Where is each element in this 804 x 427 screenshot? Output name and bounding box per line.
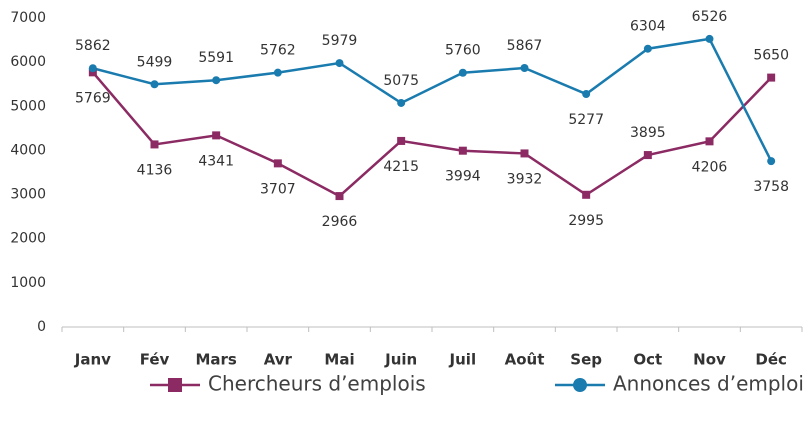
marker: [150, 140, 159, 149]
marker: [397, 98, 406, 107]
data-label: 4215: [383, 159, 419, 175]
data-label: 5760: [445, 43, 481, 59]
marker: [335, 59, 344, 68]
data-label: 4206: [692, 159, 728, 175]
marker: [458, 146, 467, 155]
marker: [397, 136, 406, 145]
data-label: 3758: [753, 179, 789, 195]
x-tick-label: Juin: [384, 351, 417, 369]
x-tick-label: Mai: [324, 351, 354, 369]
y-tick-label: 4000: [10, 142, 46, 158]
data-label: 5867: [507, 38, 543, 54]
marker: [150, 80, 159, 89]
x-tick-label: Fév: [140, 351, 170, 369]
x-tick-label: Déc: [755, 351, 787, 369]
data-label: 3994: [445, 169, 481, 185]
x-tick-label: Août: [505, 351, 545, 369]
marker: [273, 159, 282, 168]
marker: [212, 76, 221, 85]
data-label: 3895: [630, 125, 666, 141]
marker: [520, 64, 529, 73]
marker: [335, 192, 344, 201]
data-label: 5862: [75, 38, 111, 54]
marker: [88, 68, 97, 77]
marker: [458, 68, 467, 77]
data-label: 4341: [198, 153, 234, 169]
legend-label: Annonces d’emploi: [613, 372, 804, 396]
x-tick-label: Oct: [633, 351, 662, 369]
data-label: 3707: [260, 181, 296, 197]
data-label: 3932: [507, 171, 543, 187]
x-tick-label: Janv: [74, 351, 111, 369]
y-tick-label: 0: [37, 319, 46, 335]
data-label: 6526: [692, 9, 728, 25]
y-tick-label: 1000: [10, 275, 46, 291]
marker: [582, 190, 591, 199]
y-tick-label: 5000: [10, 98, 46, 114]
data-label: 5277: [568, 112, 604, 128]
x-tick-label: Mars: [195, 351, 236, 369]
x-tick-label: Nov: [693, 351, 726, 369]
data-label: 5075: [383, 73, 419, 89]
marker: [767, 157, 776, 166]
marker: [643, 151, 652, 160]
marker: [88, 64, 97, 73]
data-label: 5650: [753, 48, 789, 64]
marker: [705, 137, 714, 146]
legend-label: Chercheurs d’emplois: [208, 372, 426, 396]
x-tick-label: Juil: [449, 351, 477, 369]
data-label: 5591: [198, 50, 234, 66]
series-line: [92, 37, 773, 162]
marker: [705, 34, 714, 43]
x-tick-label: Sep: [570, 351, 602, 369]
data-label: 5499: [137, 54, 173, 70]
marker: [582, 90, 591, 99]
series-line: [91, 71, 773, 198]
data-label: 2966: [322, 214, 358, 230]
data-label: 4136: [137, 162, 173, 178]
data-label: 5979: [322, 33, 358, 49]
y-tick-label: 3000: [10, 187, 46, 203]
y-tick-label: 7000: [10, 10, 46, 26]
data-label: 5762: [260, 43, 296, 59]
marker: [643, 44, 652, 53]
y-tick-label: 2000: [10, 231, 46, 247]
data-label: 6304: [630, 19, 666, 35]
marker: [212, 131, 221, 140]
y-tick-label: 6000: [10, 54, 46, 70]
data-label: 2995: [568, 213, 604, 229]
marker: [520, 149, 529, 158]
legend-marker: [168, 378, 182, 392]
x-tick-label: Avr: [264, 351, 293, 369]
marker: [767, 73, 776, 82]
data-label: 5769: [75, 90, 111, 106]
legend-marker: [573, 378, 587, 392]
marker: [273, 68, 282, 77]
